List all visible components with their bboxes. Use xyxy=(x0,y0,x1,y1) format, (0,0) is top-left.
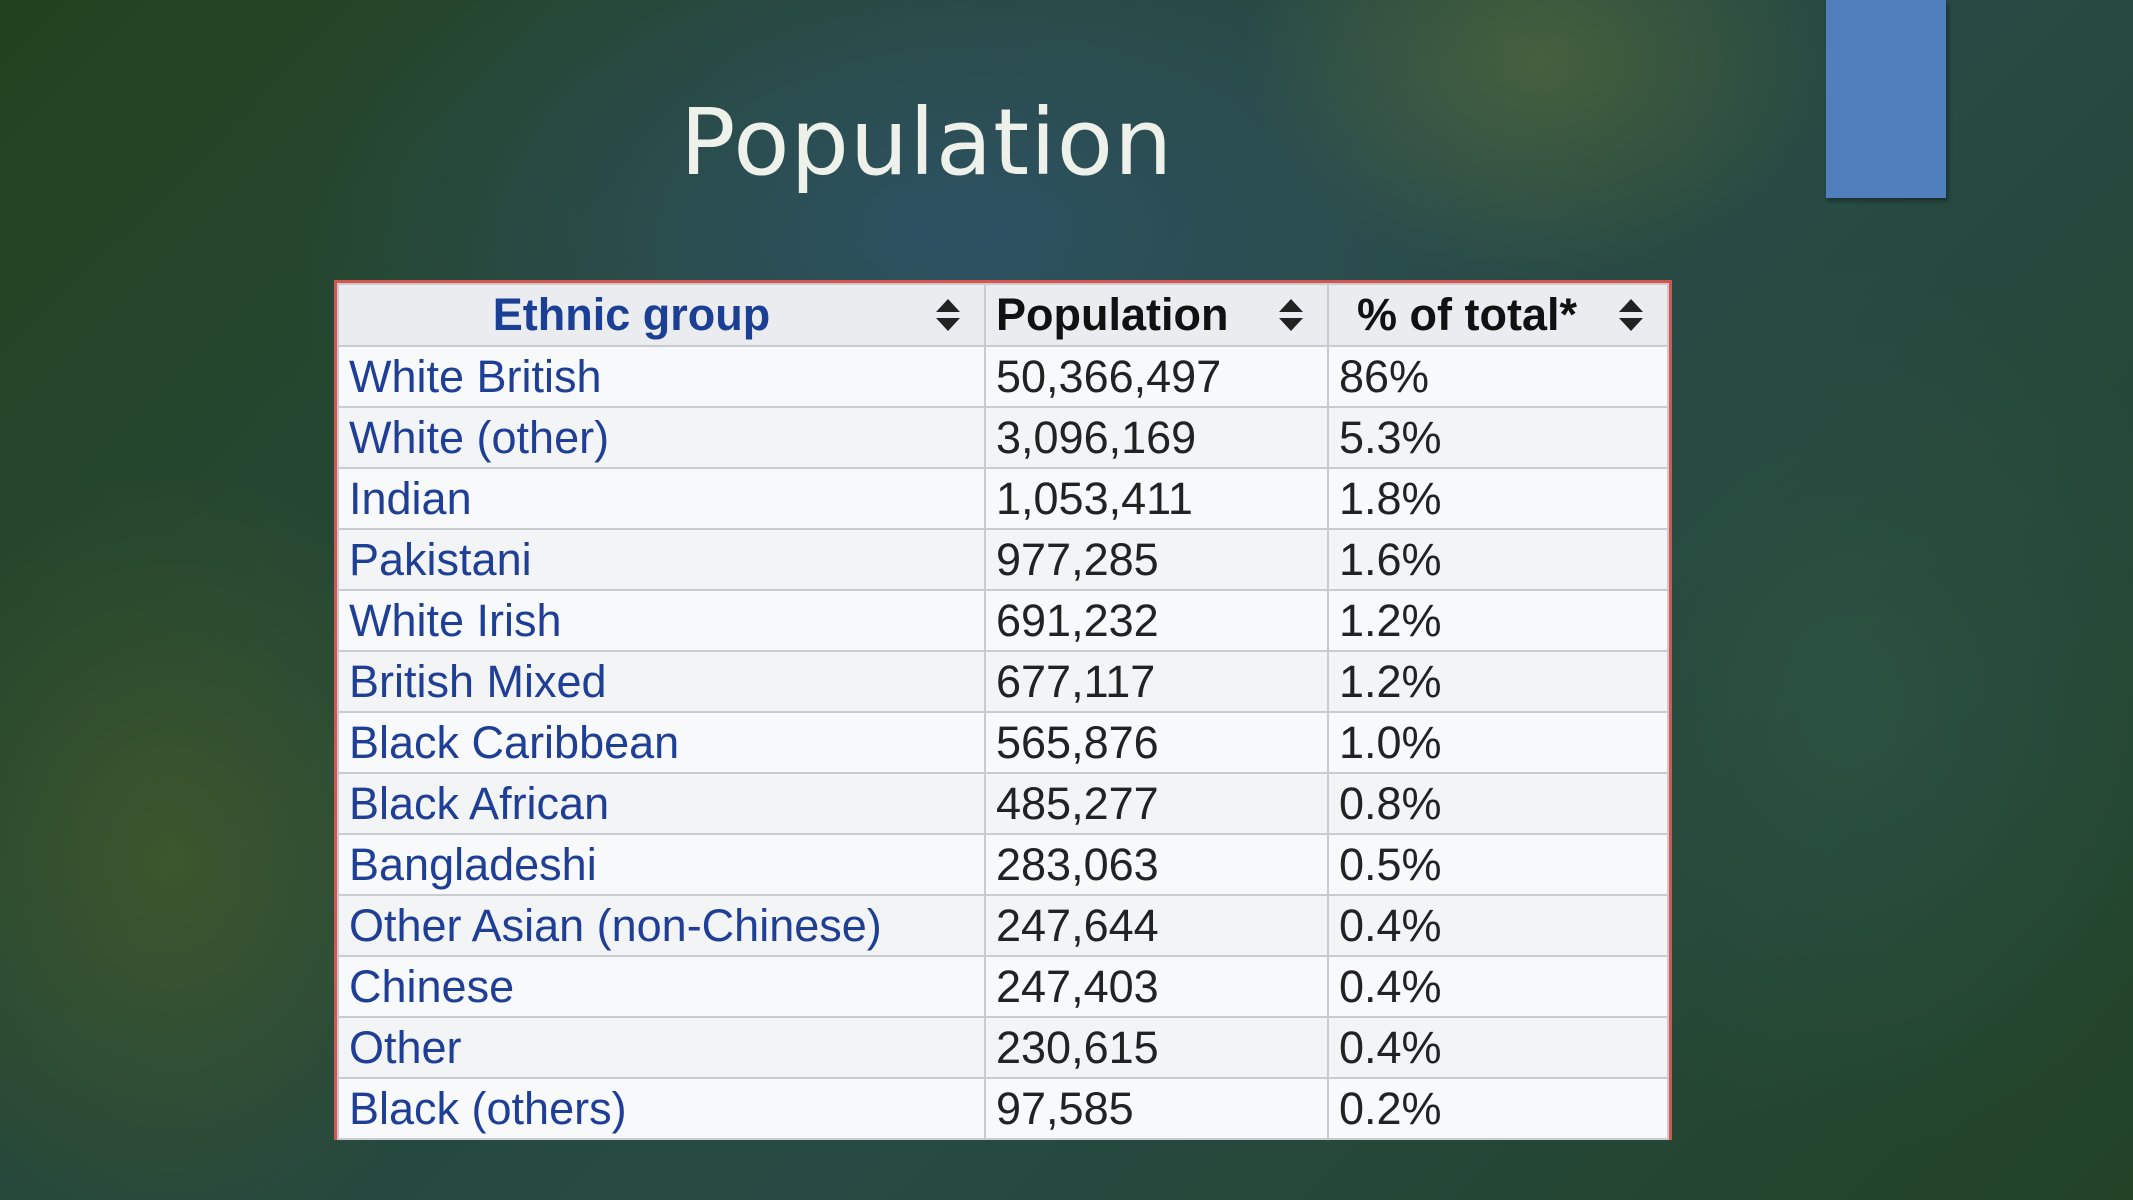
population-value: 230,615 xyxy=(984,1016,1329,1079)
population-value: 247,403 xyxy=(984,955,1329,1018)
table-row: Bangladeshi 283,063 0.5% xyxy=(337,833,1669,896)
ethnic-group-link[interactable]: White (other) xyxy=(337,406,986,469)
population-value: 485,277 xyxy=(984,772,1329,835)
population-value: 565,876 xyxy=(984,711,1329,774)
percent-value: 0.2% xyxy=(1327,1077,1669,1140)
ethnic-group-link[interactable]: Black African xyxy=(337,772,986,835)
ethnic-group-link[interactable]: Black (others) xyxy=(337,1077,986,1140)
population-value: 1,053,411 xyxy=(984,467,1329,530)
column-header-label: Ethnic group xyxy=(492,289,771,340)
population-value: 977,285 xyxy=(984,528,1329,591)
percent-value: 0.4% xyxy=(1327,955,1669,1018)
percent-value: 1.0% xyxy=(1327,711,1669,774)
ethnic-group-link[interactable]: Other xyxy=(337,1016,986,1079)
table-row: Other Asian (non-Chinese) 247,644 0.4% xyxy=(337,894,1669,957)
table-row: Black (others) 97,585 0.2% xyxy=(337,1077,1669,1140)
ethnic-group-link[interactable]: White Irish xyxy=(337,589,986,652)
column-header-ethnic-group[interactable]: Ethnic group xyxy=(337,283,986,347)
table-row: British Mixed 677,117 1.2% xyxy=(337,650,1669,713)
ethnic-group-link[interactable]: Bangladeshi xyxy=(337,833,986,896)
percent-value: 1.6% xyxy=(1327,528,1669,591)
table-row: Other 230,615 0.4% xyxy=(337,1016,1669,1079)
table-row: Indian 1,053,411 1.8% xyxy=(337,467,1669,530)
column-header-population[interactable]: Population xyxy=(984,283,1329,347)
ethnic-group-link[interactable]: British Mixed xyxy=(337,650,986,713)
percent-value: 0.5% xyxy=(1327,833,1669,896)
percent-value: 0.4% xyxy=(1327,894,1669,957)
percent-value: 0.4% xyxy=(1327,1016,1669,1079)
ethnic-group-link[interactable]: Indian xyxy=(337,467,986,530)
percent-value: 0.8% xyxy=(1327,772,1669,835)
sort-arrows-icon[interactable] xyxy=(1617,297,1645,333)
accent-block xyxy=(1826,0,1946,198)
slide-title: Population xyxy=(680,89,1174,196)
percent-value: 5.3% xyxy=(1327,406,1669,469)
ethnic-group-link[interactable]: Chinese xyxy=(337,955,986,1018)
table-header-row: Ethnic group Population % of total* xyxy=(337,283,1669,347)
population-value: 50,366,497 xyxy=(984,345,1329,408)
population-table: Ethnic group Population % of total* xyxy=(334,280,1672,1140)
percent-value: 86% xyxy=(1327,345,1669,408)
sort-arrows-icon[interactable] xyxy=(934,297,962,333)
percent-value: 1.8% xyxy=(1327,467,1669,530)
table-row: Pakistani 977,285 1.6% xyxy=(337,528,1669,591)
ethnic-group-link[interactable]: Other Asian (non-Chinese) xyxy=(337,894,986,957)
ethnic-group-link[interactable]: White British xyxy=(337,345,986,408)
table-row: Black Caribbean 565,876 1.0% xyxy=(337,711,1669,774)
percent-value: 1.2% xyxy=(1327,650,1669,713)
table-row: White British 50,366,497 86% xyxy=(337,345,1669,408)
population-value: 691,232 xyxy=(984,589,1329,652)
population-value: 247,644 xyxy=(984,894,1329,957)
ethnic-group-link[interactable]: Black Caribbean xyxy=(337,711,986,774)
population-value: 283,063 xyxy=(984,833,1329,896)
table-row: Black African 485,277 0.8% xyxy=(337,772,1669,835)
population-value: 677,117 xyxy=(984,650,1329,713)
population-value: 97,585 xyxy=(984,1077,1329,1140)
table-row: White (other) 3,096,169 5.3% xyxy=(337,406,1669,469)
column-header-label: Population xyxy=(996,289,1229,340)
sort-arrows-icon[interactable] xyxy=(1277,297,1305,333)
ethnic-group-link[interactable]: Pakistani xyxy=(337,528,986,591)
percent-value: 1.2% xyxy=(1327,589,1669,652)
table-row: Chinese 247,403 0.4% xyxy=(337,955,1669,1018)
population-value: 3,096,169 xyxy=(984,406,1329,469)
column-header-percent[interactable]: % of total* xyxy=(1327,283,1669,347)
table-row: White Irish 691,232 1.2% xyxy=(337,589,1669,652)
column-header-label: % of total* xyxy=(1357,289,1577,340)
